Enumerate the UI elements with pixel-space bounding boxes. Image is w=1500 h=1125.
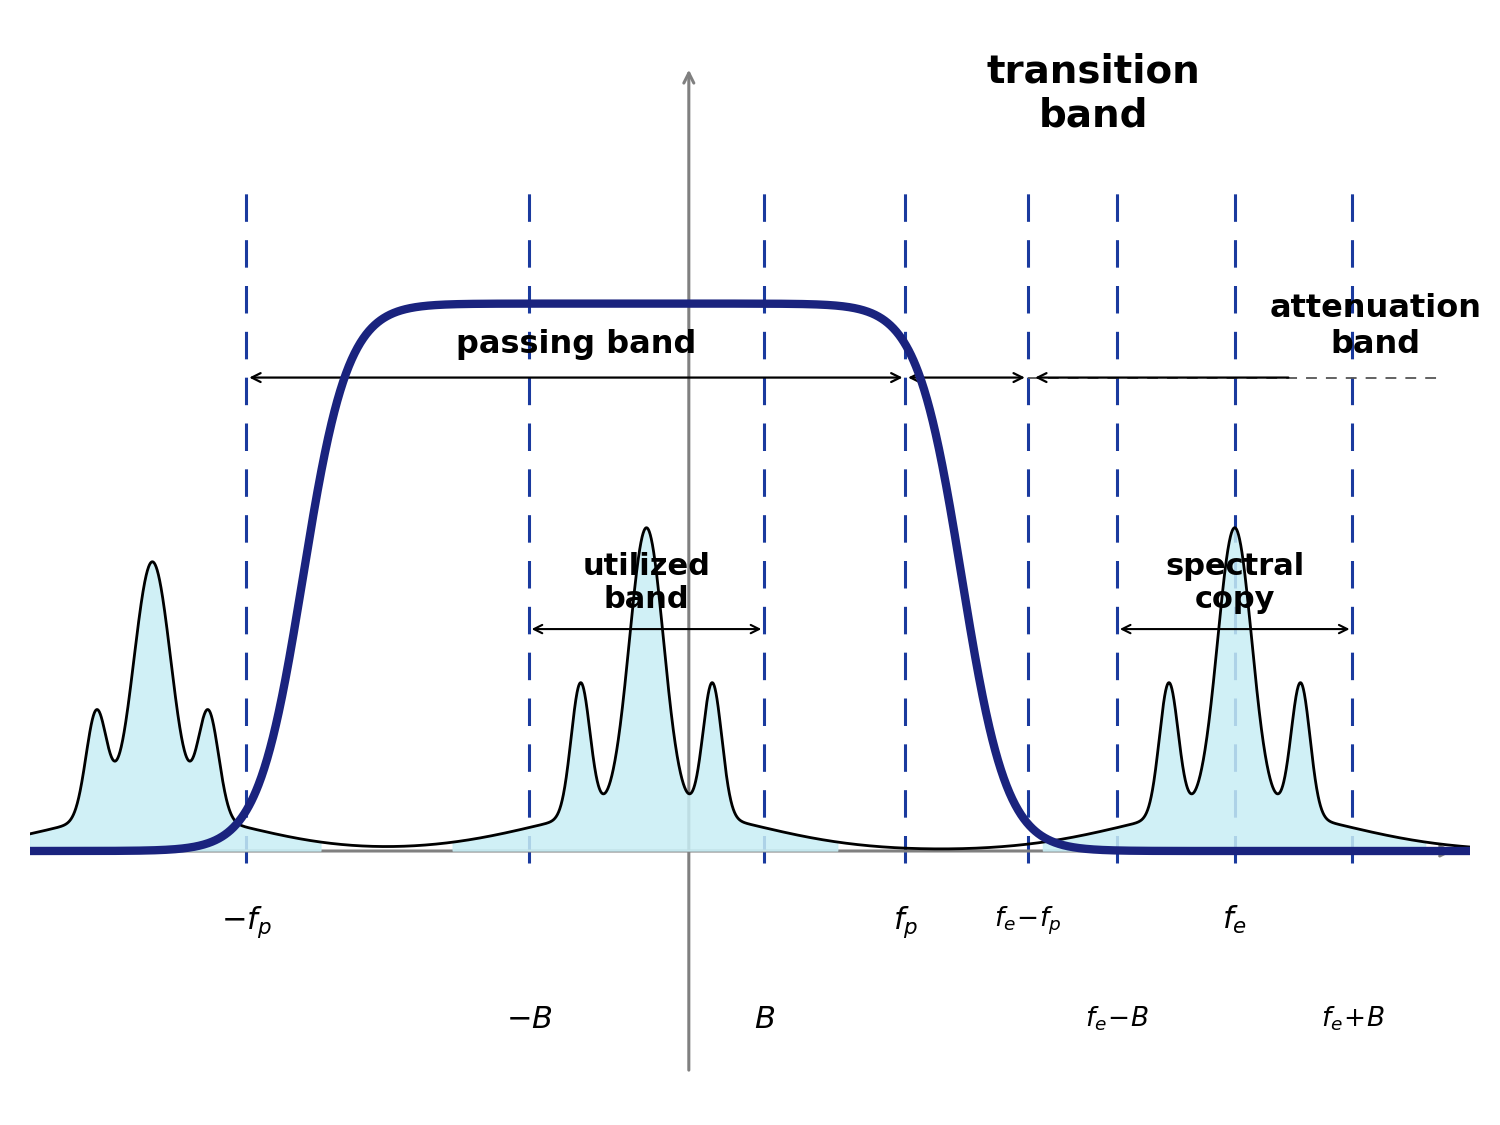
Text: $f_e\!-\!B$: $f_e\!-\!B$ bbox=[1084, 1005, 1149, 1034]
Text: passing band: passing band bbox=[456, 328, 696, 360]
Text: $-f_p$: $-f_p$ bbox=[220, 904, 272, 940]
Text: $f_e\!+\!B$: $f_e\!+\!B$ bbox=[1320, 1005, 1384, 1034]
Text: $-B$: $-B$ bbox=[506, 1005, 552, 1034]
Text: spectral
copy: spectral copy bbox=[1166, 551, 1305, 614]
Text: $f_e\!-\!f_p$: $f_e\!-\!f_p$ bbox=[994, 904, 1062, 936]
Text: $B$: $B$ bbox=[753, 1005, 774, 1034]
Text: $f_p$: $f_p$ bbox=[892, 904, 918, 940]
Text: attenuation
band: attenuation band bbox=[1270, 292, 1482, 360]
Text: $f_e$: $f_e$ bbox=[1222, 904, 1246, 936]
Text: utilized
band: utilized band bbox=[582, 551, 711, 614]
Text: transition
band: transition band bbox=[987, 53, 1200, 135]
